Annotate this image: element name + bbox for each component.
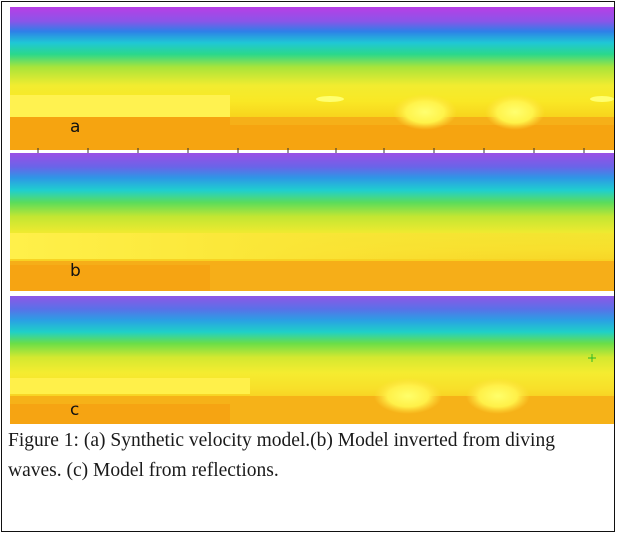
panel-a-label: a: [70, 117, 81, 137]
figure-caption: Figure 1: (a) Synthetic velocity model.(…: [8, 430, 555, 481]
panel-b-label: b: [70, 261, 81, 281]
panel-a-image: [10, 7, 614, 150]
panel-c-label: c: [70, 400, 80, 420]
velocity-panel-a: a: [10, 7, 614, 150]
crosshair-icon: [588, 354, 596, 362]
axis-ticks: [37, 148, 585, 153]
panel-c-image: [10, 296, 614, 424]
velocity-panel-b: b: [10, 153, 614, 291]
panel-b-image: [10, 153, 614, 291]
velocity-panel-c: c: [10, 296, 614, 424]
